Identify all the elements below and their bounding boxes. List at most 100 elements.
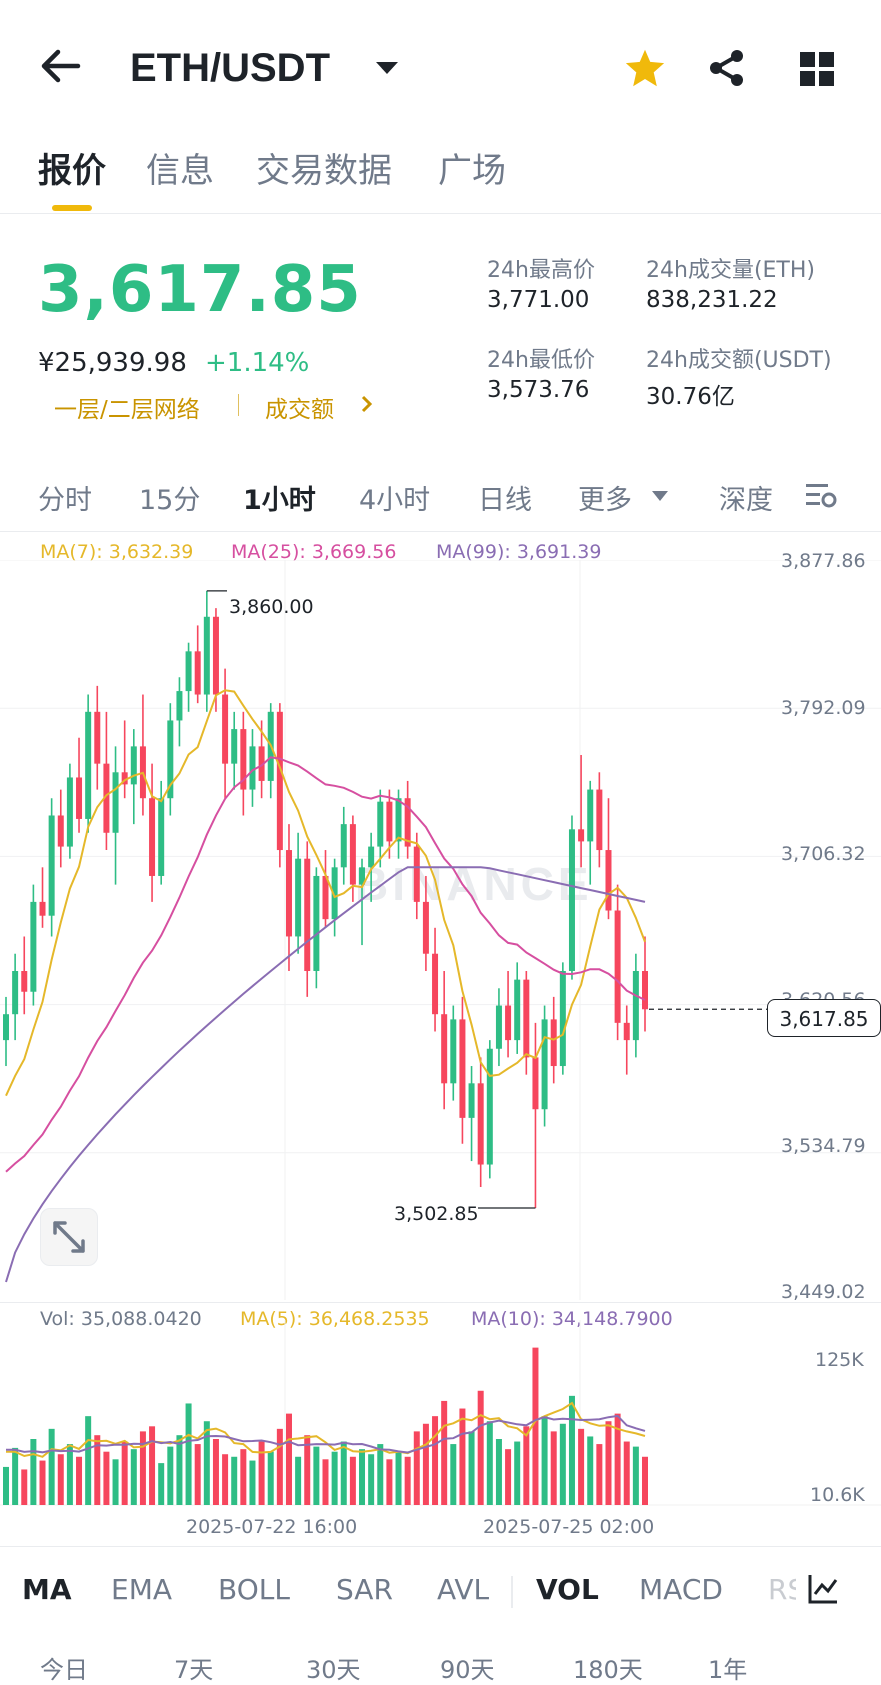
volume-bar: [523, 1426, 530, 1505]
candle-body: [103, 763, 110, 833]
volume-bar: [614, 1413, 621, 1505]
volume-bar: [85, 1416, 92, 1505]
price-axis-label: 3,449.02: [781, 1281, 866, 1303]
timeframe-1h[interactable]: 1小时: [243, 485, 316, 516]
indicator-settings-icon[interactable]: [806, 1572, 840, 1606]
pair-dropdown-icon[interactable]: [375, 60, 399, 76]
candle-body: [368, 846, 375, 868]
candle-body: [477, 1083, 484, 1165]
timeframe-4h[interactable]: 4小时: [359, 485, 431, 516]
volume-bar: [185, 1403, 192, 1505]
candle-body: [632, 971, 639, 1041]
timeframe-15m[interactable]: 15分: [139, 485, 201, 516]
volume-bar: [212, 1439, 219, 1505]
price-axis-label: 3,534.79: [781, 1135, 866, 1157]
volume-bar: [568, 1395, 575, 1505]
range-90d[interactable]: 90天: [440, 1656, 495, 1684]
indicator-sar[interactable]: SAR: [336, 1573, 393, 1606]
grid-menu-icon[interactable]: [798, 50, 836, 88]
volume-bar: [21, 1469, 28, 1505]
tab-info[interactable]: 信息: [146, 151, 214, 191]
candle-body: [249, 746, 256, 790]
volume-bar: [450, 1444, 457, 1505]
indicator-ema[interactable]: EMA: [111, 1573, 173, 1606]
more-dropdown-icon[interactable]: [651, 487, 669, 501]
volume-ma5-line: [6, 1401, 646, 1458]
candle-body: [94, 711, 101, 764]
indicator-avl[interactable]: AVL: [437, 1573, 490, 1606]
candle-body: [3, 1014, 9, 1041]
volume-bar: [313, 1446, 320, 1505]
high-24h-label: 24h最高价: [487, 258, 595, 283]
volume-bar: [377, 1444, 384, 1505]
chart-settings-icon[interactable]: [804, 480, 838, 510]
volume-bar: [468, 1431, 475, 1505]
volume-ma10-legend: MA(10): 34,148.7900: [471, 1308, 673, 1330]
range-180d[interactable]: 180天: [573, 1656, 643, 1684]
volume-bar: [587, 1436, 594, 1505]
candle-body: [505, 1005, 512, 1041]
candle-body: [212, 616, 219, 695]
pair-title[interactable]: ETH/USDT: [130, 46, 330, 90]
price-axis-label: 3,792.09: [781, 697, 866, 719]
indicator-ma[interactable]: MA: [22, 1573, 72, 1606]
volume-bar: [395, 1451, 402, 1505]
ma25-legend: MA(25): 3,669.56: [231, 541, 397, 563]
volume-bar: [249, 1460, 256, 1505]
candlestick-chart[interactable]: BINANCE: [0, 560, 881, 1300]
volume-bar: [432, 1416, 439, 1505]
candle-body: [623, 1022, 630, 1041]
high-annotation: 3,860.00: [229, 596, 314, 618]
low-24h-label: 24h最低价: [487, 348, 595, 373]
candle-body: [295, 858, 302, 937]
favorite-star-icon[interactable]: [624, 48, 666, 88]
tab-quote[interactable]: 报价: [38, 151, 106, 191]
volume-bar: [139, 1431, 146, 1505]
turnover-tag[interactable]: 成交额: [265, 397, 334, 423]
candle-body: [359, 867, 366, 885]
timeframe-time-share[interactable]: 分时: [38, 485, 92, 516]
indicator-rsi[interactable]: RSI: [768, 1573, 796, 1606]
timeframe-depth[interactable]: 深度: [719, 485, 773, 516]
candle-body: [112, 772, 119, 833]
candle-body: [167, 720, 174, 799]
range-1y[interactable]: 1年: [708, 1656, 748, 1684]
candle-body: [559, 971, 566, 1067]
candle-body: [48, 815, 55, 916]
volume-bar: [605, 1421, 612, 1505]
candle-body: [231, 729, 238, 764]
range-7d[interactable]: 7天: [174, 1656, 214, 1684]
volume-bar: [258, 1441, 265, 1505]
volume-bar: [541, 1416, 548, 1505]
share-icon[interactable]: [707, 48, 747, 88]
volume-usdt-value: 30.76亿: [646, 384, 735, 410]
expand-chart-button[interactable]: [40, 1208, 98, 1266]
back-arrow-icon[interactable]: [38, 46, 82, 86]
candle-body: [550, 1019, 557, 1067]
indicator-macd[interactable]: MACD: [639, 1573, 723, 1606]
volume-bar: [30, 1439, 37, 1505]
volume-bar: [596, 1444, 603, 1505]
candle-body: [486, 1048, 493, 1165]
candle-body: [495, 1005, 502, 1049]
indicator-vol[interactable]: VOL: [536, 1573, 599, 1606]
network-tag[interactable]: 一层/二层网络: [54, 397, 200, 423]
volume-legend: Vol: 35,088.0420: [40, 1308, 202, 1330]
timeframe-more[interactable]: 更多: [578, 485, 632, 516]
timeframe-daily[interactable]: 日线: [478, 485, 532, 516]
range-today[interactable]: 今日: [40, 1656, 88, 1684]
active-tab-indicator: [52, 205, 92, 211]
volume-axis-bottom: 10.6K: [810, 1484, 865, 1506]
candle-body: [130, 746, 137, 785]
tab-square[interactable]: 广场: [438, 151, 506, 191]
candle-body: [523, 979, 530, 1058]
indicator-boll[interactable]: BOLL: [218, 1573, 290, 1606]
candle-body: [596, 789, 603, 851]
volume-chart[interactable]: [0, 1320, 881, 1520]
chevron-right-icon[interactable]: [360, 392, 374, 416]
tab-trading-data[interactable]: 交易数据: [256, 151, 392, 191]
candle-body: [121, 772, 128, 785]
range-30d[interactable]: 30天: [306, 1656, 361, 1684]
candle-body: [422, 901, 429, 954]
volume-bar: [514, 1441, 521, 1505]
